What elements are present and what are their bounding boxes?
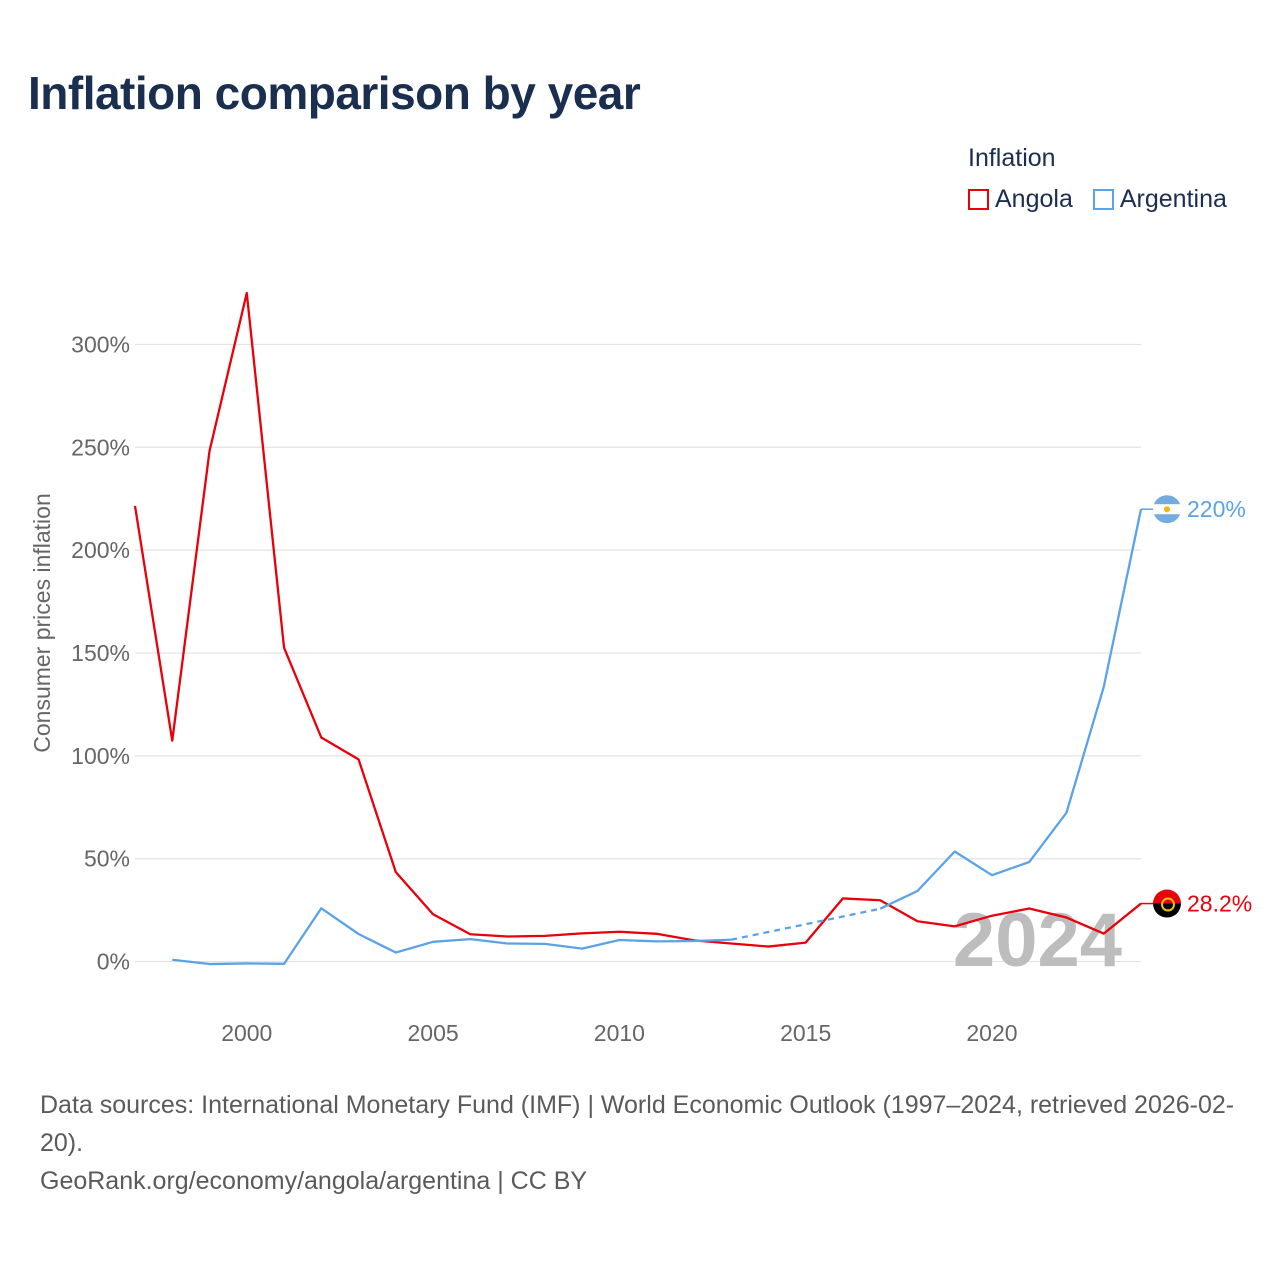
flag-angola-icon [1153, 889, 1181, 918]
flag-emblem [1161, 897, 1175, 912]
x-tick-label: 2020 [966, 1020, 1017, 1046]
flag-stripe-red [1153, 889, 1181, 904]
x-tick-label: 2015 [780, 1020, 831, 1046]
y-tick-label: 150% [71, 640, 130, 666]
source-note: Data sources: International Monetary Fun… [40, 1091, 1235, 1157]
legend-label-angola: Angola [995, 185, 1073, 213]
x-tick-label: 2000 [221, 1020, 272, 1046]
x-tick-label: 2010 [594, 1020, 645, 1046]
credit-link[interactable]: GeoRank.org/economy/angola/argentina | C… [40, 1167, 588, 1195]
flag-argentina-icon [1153, 495, 1181, 524]
y-axis-ticks: 0% 50% 100% 150% 200% 250% 300% [71, 331, 130, 974]
y-tick-label: 0% [97, 949, 130, 975]
legend-item-argentina[interactable]: Argentina [1092, 185, 1227, 214]
y-axis-label: Consumer prices inflation [29, 493, 55, 753]
series-line-argentina [172, 907, 732, 966]
y-tick-label: 300% [71, 331, 130, 357]
x-tick-label: 2005 [407, 1020, 458, 1046]
y-tick-label: 250% [71, 434, 130, 460]
end-labels: 28.2% 220% [1141, 495, 1252, 918]
y-tick-label: 200% [71, 537, 130, 563]
series-line-angola [133, 291, 1142, 948]
legend-label-argentina: Argentina [1119, 185, 1227, 213]
y-tick-label: 50% [84, 846, 130, 872]
year-watermark: 2024 [953, 898, 1122, 983]
legend-swatch-argentina [1092, 189, 1114, 210]
x-axis-ticks: 2000 2005 2010 2015 2020 [221, 1020, 1017, 1046]
y-tick-label: 100% [71, 743, 130, 769]
end-label-argentina: 220% [1187, 496, 1246, 522]
series-line-argentina [879, 508, 1143, 910]
legend-swatch-angola [968, 189, 989, 210]
page-title: Inflation comparison by year [28, 67, 641, 119]
line-chart: 0%50%100%150%200%250%300% 2000 2005 2010 20… [29, 291, 1252, 1046]
end-label-angola: 28.2% [1187, 891, 1252, 917]
legend-item-angola[interactable]: Angola [968, 185, 1073, 214]
legend-title: Inflation [968, 144, 1056, 172]
footer: Data sources: International Monetary Fun… [40, 1086, 1250, 1200]
legend: Inflation Angola Argentina [968, 144, 1227, 214]
series-estimated-argentina [730, 907, 881, 941]
series [133, 291, 1143, 966]
flag-sun [1164, 506, 1170, 513]
grid [135, 343, 1141, 963]
